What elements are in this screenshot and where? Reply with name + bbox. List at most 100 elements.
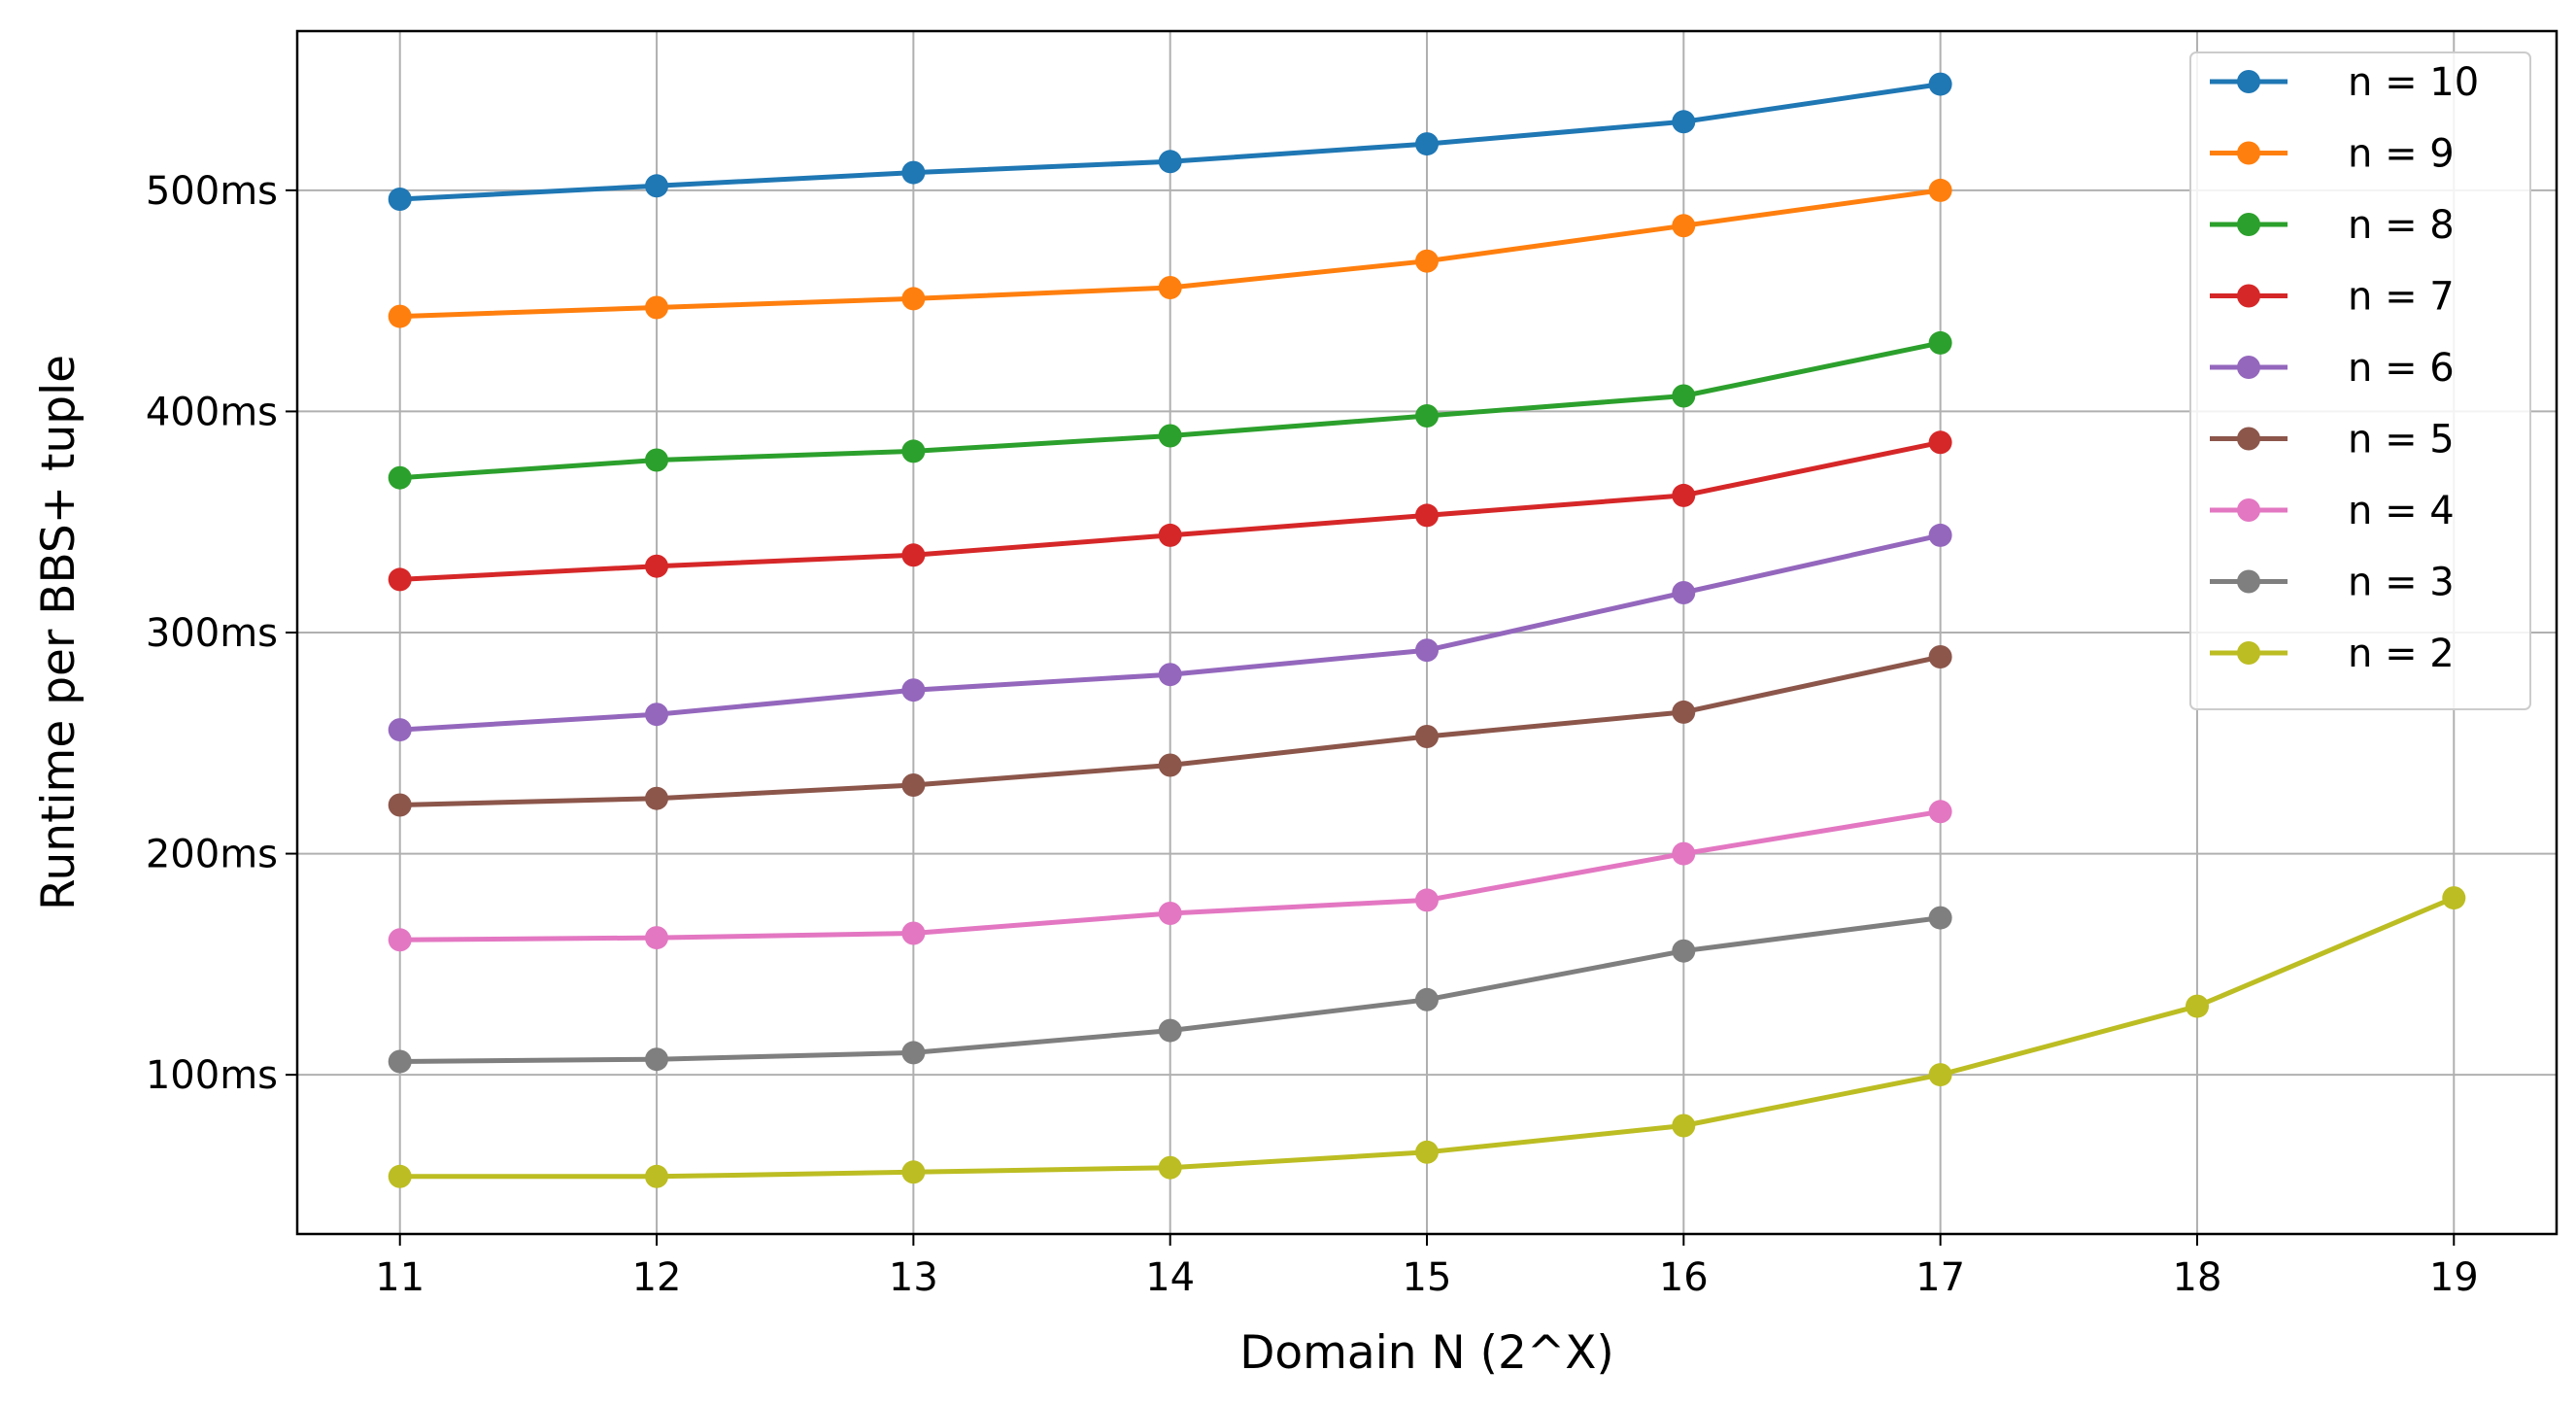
series-3 <box>388 430 1952 592</box>
legend-marker <box>2237 641 2260 665</box>
series-7 <box>388 906 1952 1074</box>
data-point <box>901 439 926 463</box>
data-point <box>645 702 668 727</box>
legend-marker <box>2237 70 2260 93</box>
ticks: 11 12 13 14 15 16 17 18 19 100ms 200ms 300ms 400ms 50… <box>146 169 2479 1300</box>
data-point <box>1415 132 1439 156</box>
y-axis-label: Runtime per BBS+ tuple <box>32 355 85 910</box>
series-6 <box>388 800 1952 952</box>
legend-item: n = 10 <box>2210 60 2479 105</box>
data-point <box>901 921 926 945</box>
data-point <box>645 295 668 320</box>
data-point <box>1672 483 1696 507</box>
x-tick-label: 13 <box>889 1255 938 1300</box>
data-point <box>1158 424 1182 448</box>
series-1 <box>388 178 1952 328</box>
x-tick-label: 18 <box>2173 1255 2222 1300</box>
legend-marker <box>2237 213 2260 236</box>
data-point <box>1415 638 1439 663</box>
data-point <box>1158 523 1182 547</box>
x-tick-label: 14 <box>1145 1255 1195 1300</box>
data-point <box>645 1047 668 1072</box>
data-point <box>388 465 412 490</box>
data-point <box>388 304 412 328</box>
legend-label: n = 2 <box>2348 632 2455 676</box>
x-tick-label: 17 <box>1915 1255 1965 1300</box>
series-5 <box>388 645 1952 817</box>
data-point <box>901 678 926 702</box>
data-point <box>645 926 668 950</box>
data-point <box>1415 249 1439 273</box>
data-point <box>1928 906 1952 930</box>
legend-item: n = 7 <box>2210 275 2455 320</box>
x-axis-label: Domain N (2^X) <box>1239 1326 1614 1380</box>
data-point <box>1415 725 1439 748</box>
data-point <box>901 1041 926 1065</box>
y-tick-label: 400ms <box>146 390 278 434</box>
x-tick-label: 16 <box>1659 1255 1709 1300</box>
legend-item: n = 3 <box>2210 561 2455 605</box>
y-tick-label: 500ms <box>146 169 278 214</box>
data-point <box>1672 1114 1696 1138</box>
data-point <box>1928 72 1952 96</box>
data-point <box>1415 888 1439 912</box>
data-point <box>1158 276 1182 299</box>
legend-label: n = 4 <box>2348 489 2455 533</box>
legend-item: n = 6 <box>2210 346 2455 391</box>
data-point <box>645 554 668 578</box>
data-point <box>1928 178 1952 202</box>
data-point <box>645 786 668 810</box>
data-point <box>388 793 412 817</box>
legend-label: n = 6 <box>2348 346 2455 391</box>
legend-marker <box>2237 141 2260 165</box>
data-point <box>901 287 926 311</box>
legend-label: n = 5 <box>2348 418 2455 463</box>
x-tick-label: 19 <box>2429 1255 2479 1300</box>
data-point <box>388 1049 412 1074</box>
legend-item: n = 4 <box>2210 489 2455 533</box>
data-point <box>388 928 412 952</box>
legend-box <box>2189 51 2531 710</box>
data-point <box>1415 1140 1439 1164</box>
data-point <box>1928 430 1952 455</box>
data-point <box>645 448 668 472</box>
legend-marker <box>2237 498 2260 522</box>
data-point <box>1928 523 1952 547</box>
series-8 <box>388 886 2466 1188</box>
legend-item: n = 8 <box>2210 203 2455 248</box>
data-point <box>388 188 412 211</box>
legend-marker <box>2237 569 2260 594</box>
x-tick-label: 11 <box>375 1255 424 1300</box>
data-point <box>2186 994 2209 1018</box>
series-0 <box>388 72 1952 211</box>
legend-label: n = 9 <box>2348 132 2455 177</box>
data-point <box>901 773 926 797</box>
data-point <box>1158 663 1182 687</box>
y-tick-label: 300ms <box>146 611 278 656</box>
data-point <box>901 160 926 185</box>
data-point <box>1672 939 1696 963</box>
series-4 <box>388 523 1952 742</box>
data-point <box>1672 110 1696 134</box>
data-point <box>1672 384 1696 408</box>
data-point <box>1158 902 1182 925</box>
series-2 <box>388 330 1952 490</box>
series-layer <box>388 72 2466 1188</box>
data-point <box>388 718 412 742</box>
data-point <box>1158 1018 1182 1043</box>
data-point <box>1672 700 1696 724</box>
legend-marker <box>2237 356 2260 379</box>
data-point <box>1928 645 1952 668</box>
data-point <box>1158 150 1182 174</box>
data-point <box>388 1164 412 1188</box>
data-point <box>1158 753 1182 777</box>
legend-item: n = 9 <box>2210 132 2455 177</box>
data-point <box>2442 886 2466 910</box>
x-tick-label: 12 <box>632 1255 682 1300</box>
legend-label: n = 8 <box>2348 203 2455 248</box>
y-tick-label: 200ms <box>146 833 278 877</box>
data-point <box>645 174 668 198</box>
y-tick-label: 100ms <box>146 1053 278 1098</box>
legend-marker <box>2237 427 2260 451</box>
